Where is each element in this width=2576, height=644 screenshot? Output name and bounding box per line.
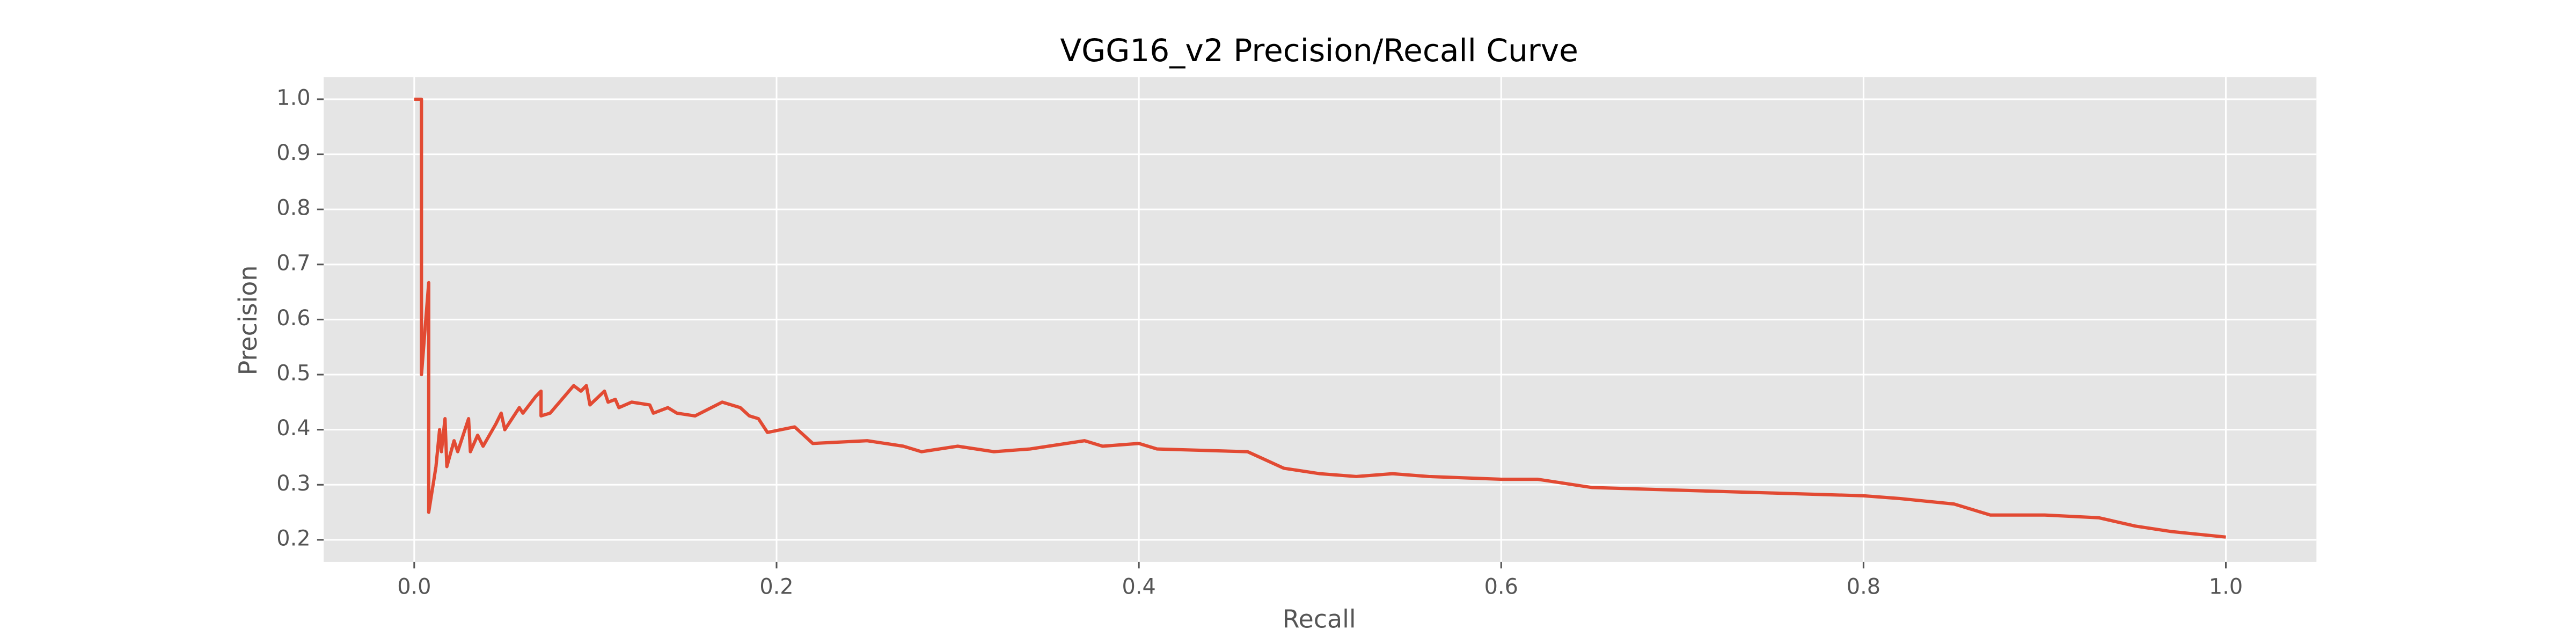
y-tick-label: 0.3: [276, 471, 310, 496]
y-tick-label: 0.8: [276, 196, 310, 221]
y-tick-label: 0.4: [276, 416, 310, 441]
y-tick-label: 0.9: [276, 141, 310, 165]
x-axis-label: Recall: [1283, 605, 1356, 634]
y-tick-label: 0.2: [276, 526, 310, 551]
grid: 0.0 0.2 0.4 0.6 0.8 1.0 0.2 0.3 0.4 0.5 0.6 0.7 0.8 0…: [276, 77, 2317, 599]
chart-title: VGG16_v2 Precision/Recall Curve: [1060, 32, 1578, 69]
x-tick-label: 0.8: [1847, 574, 1880, 599]
x-tick-label: 0.2: [759, 574, 793, 599]
x-tick-label: 1.0: [2209, 574, 2243, 599]
y-axis-label: Precision: [233, 266, 262, 376]
y-tick-label: 0.7: [276, 251, 310, 275]
y-tick-label: 0.6: [276, 306, 310, 331]
pr-curve: [414, 97, 2226, 539]
x-tick-label: 0.6: [1484, 574, 1518, 599]
y-tick-label: 1.0: [276, 85, 310, 110]
x-tick-label: 0.0: [397, 574, 431, 599]
x-tick-label: 0.4: [1122, 574, 1155, 599]
plot: [414, 97, 2226, 539]
y-tick-label: 0.5: [276, 361, 310, 386]
